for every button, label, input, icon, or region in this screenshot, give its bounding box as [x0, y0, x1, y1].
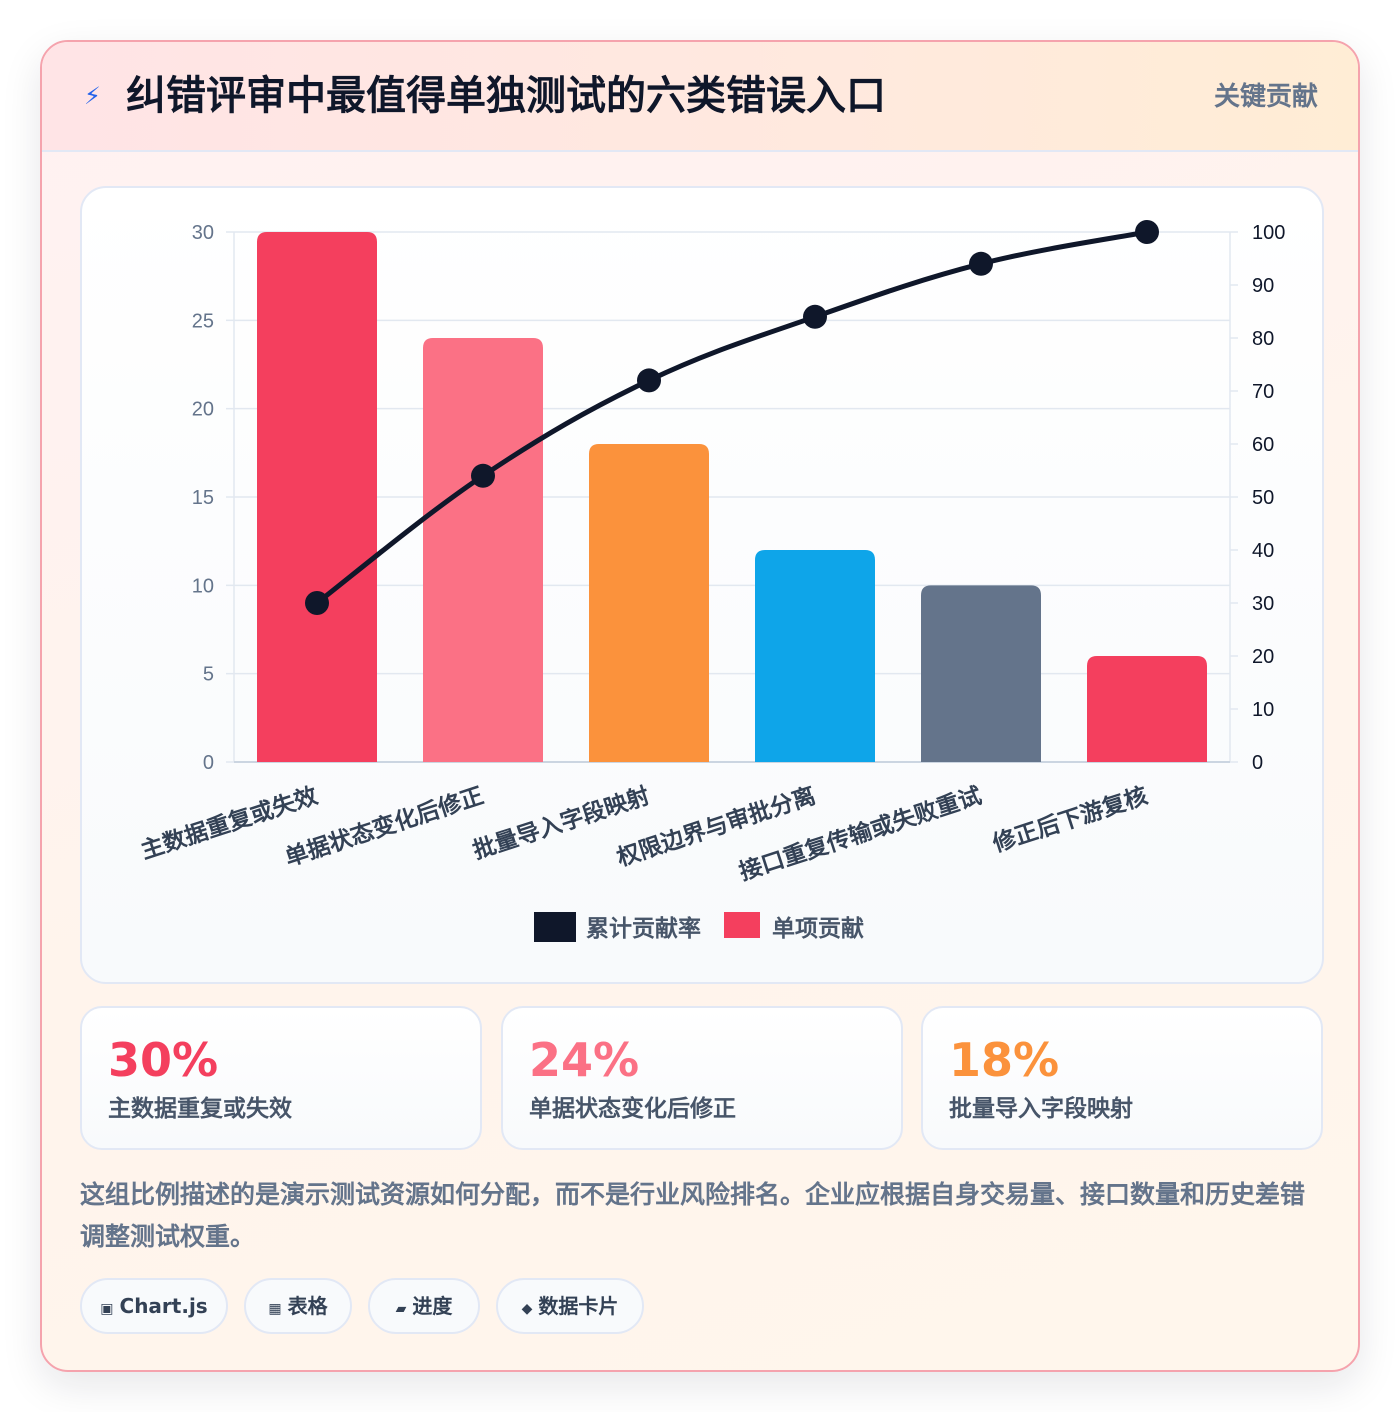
cumulative-point	[1135, 220, 1159, 244]
chip-label: Chart.js	[119, 1294, 208, 1318]
footnote: 这组比例描述的是演示测试资源如何分配，而不是行业风险排名。企业应根据自身交易量、…	[80, 1180, 1306, 1251]
stat-label: 主数据重复或失效	[108, 1096, 292, 1122]
left-tick-label: 5	[203, 664, 214, 686]
cumulative-point	[305, 591, 329, 615]
cumulative-point	[637, 368, 661, 393]
chip-progress[interactable]: ▰ 进度	[368, 1278, 480, 1334]
stat-card-2: 24% 单据状态变化后修正	[501, 1006, 903, 1150]
cumulative-point	[803, 304, 827, 329]
right-tick-label: 10	[1252, 699, 1274, 721]
right-tick-label: 20	[1252, 646, 1274, 668]
right-tick-label: 80	[1252, 328, 1274, 350]
right-tick-label: 0	[1252, 752, 1263, 774]
progress-icon: ▰	[395, 1301, 407, 1317]
chart-svg: 0510152025300102030405060708090100主数据重复或…	[138, 220, 1285, 942]
bar	[423, 338, 543, 762]
right-tick-label: 90	[1252, 275, 1274, 297]
right-tick-label: 50	[1252, 487, 1274, 509]
chart-card: ⚡ 纠错评审中最值得单独测试的六类错误入口 关键贡献 0 5 10 15 20 25 30 0…	[40, 40, 1360, 1372]
stat-value: 18%	[949, 1033, 1060, 1087]
chip-chartjs[interactable]: ▣ Chart.js	[80, 1278, 228, 1334]
chip-table[interactable]: ▦ 表格	[244, 1278, 352, 1334]
left-tick-label: 25	[192, 310, 214, 332]
pareto-chart: 0 5 10 15 20 25 30 0 10 20 30 40 50 60 70 80 90 100 主数据重复或…	[80, 186, 1324, 984]
right-tick-label: 100	[1252, 222, 1285, 244]
chip-data-card[interactable]: ◆ 数据卡片	[496, 1278, 644, 1334]
right-tick-label: 70	[1252, 381, 1274, 403]
page-title: 纠错评审中最值得单独测试的六类错误入口	[126, 73, 886, 119]
stat-value: 24%	[529, 1033, 640, 1087]
legend-swatch-single	[724, 912, 760, 938]
left-tick-label: 20	[192, 399, 214, 421]
cumulative-line	[314, 229, 1150, 606]
left-tick-label: 10	[192, 575, 214, 597]
right-tick-label: 30	[1252, 593, 1274, 615]
legend-swatch-cumulative	[534, 912, 576, 942]
stat-label: 批量导入字段映射	[949, 1096, 1133, 1122]
chart-icon: ▣	[100, 1301, 114, 1317]
stat-label: 单据状态变化后修正	[529, 1096, 736, 1122]
chip-label: 表格	[287, 1294, 328, 1318]
cumulative-point	[471, 463, 495, 488]
chip-label: 数据卡片	[538, 1294, 619, 1318]
left-tick-label: 15	[192, 487, 214, 509]
left-tick-label: 30	[192, 222, 214, 244]
stat-card-1: 30% 主数据重复或失效	[80, 1006, 482, 1150]
right-tick-label: 60	[1252, 434, 1274, 456]
legend-label-single: 单项贡献	[772, 916, 864, 942]
bar	[755, 550, 875, 762]
left-tick-label: 0	[203, 752, 214, 774]
legend-label-cumulative: 累计贡献率	[586, 915, 701, 942]
table-icon: ▦	[268, 1301, 282, 1317]
category-label: 修正后下游复核	[988, 782, 1150, 858]
lightning-icon: ⚡	[84, 82, 101, 110]
bar	[921, 585, 1041, 762]
stat-card-3: 18% 批量导入字段映射	[921, 1006, 1323, 1150]
header-badge: 关键贡献	[1213, 82, 1318, 112]
bar	[1087, 656, 1207, 762]
bar	[257, 232, 377, 762]
cumulative-point	[969, 251, 993, 276]
bar	[589, 444, 709, 762]
data-card-icon: ◆	[521, 1301, 533, 1317]
right-tick-label: 40	[1252, 540, 1274, 562]
stat-value: 30%	[108, 1033, 219, 1087]
chip-label: 进度	[412, 1294, 453, 1318]
card-header: ⚡ 纠错评审中最值得单独测试的六类错误入口 关键贡献	[42, 42, 1358, 152]
